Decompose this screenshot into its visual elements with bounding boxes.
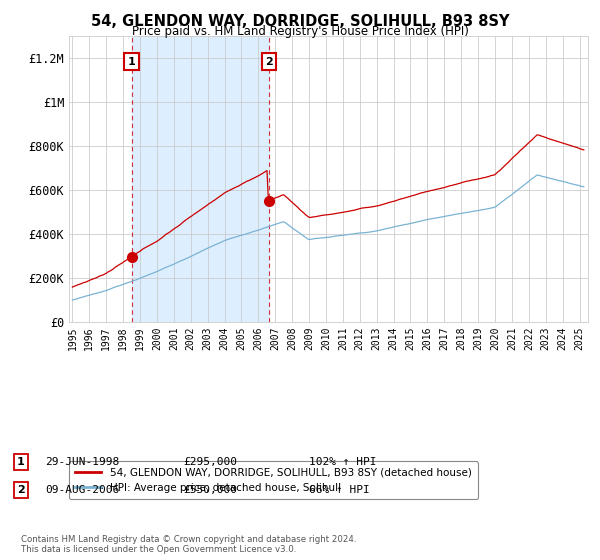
Legend: 54, GLENDON WAY, DORRIDGE, SOLIHULL, B93 8SY (detached house), HPI: Average pric: 54, GLENDON WAY, DORRIDGE, SOLIHULL, B93…: [69, 461, 478, 499]
Text: £550,000: £550,000: [183, 485, 237, 495]
Text: 09-AUG-2006: 09-AUG-2006: [45, 485, 119, 495]
Text: 2: 2: [17, 485, 25, 495]
Text: 1: 1: [17, 457, 25, 467]
Text: £295,000: £295,000: [183, 457, 237, 467]
Text: Contains HM Land Registry data © Crown copyright and database right 2024.
This d: Contains HM Land Registry data © Crown c…: [21, 535, 356, 554]
Text: 66% ↑ HPI: 66% ↑ HPI: [309, 485, 370, 495]
Text: 1: 1: [128, 57, 136, 67]
Bar: [131, 36, 269, 322]
Text: 2: 2: [265, 57, 272, 67]
Text: 54, GLENDON WAY, DORRIDGE, SOLIHULL, B93 8SY: 54, GLENDON WAY, DORRIDGE, SOLIHULL, B93…: [91, 14, 509, 29]
Text: 29-JUN-1998: 29-JUN-1998: [45, 457, 119, 467]
Text: Price paid vs. HM Land Registry's House Price Index (HPI): Price paid vs. HM Land Registry's House …: [131, 25, 469, 38]
Text: 102% ↑ HPI: 102% ↑ HPI: [309, 457, 377, 467]
